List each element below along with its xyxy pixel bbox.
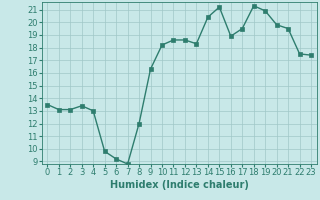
X-axis label: Humidex (Indice chaleur): Humidex (Indice chaleur) xyxy=(110,180,249,190)
